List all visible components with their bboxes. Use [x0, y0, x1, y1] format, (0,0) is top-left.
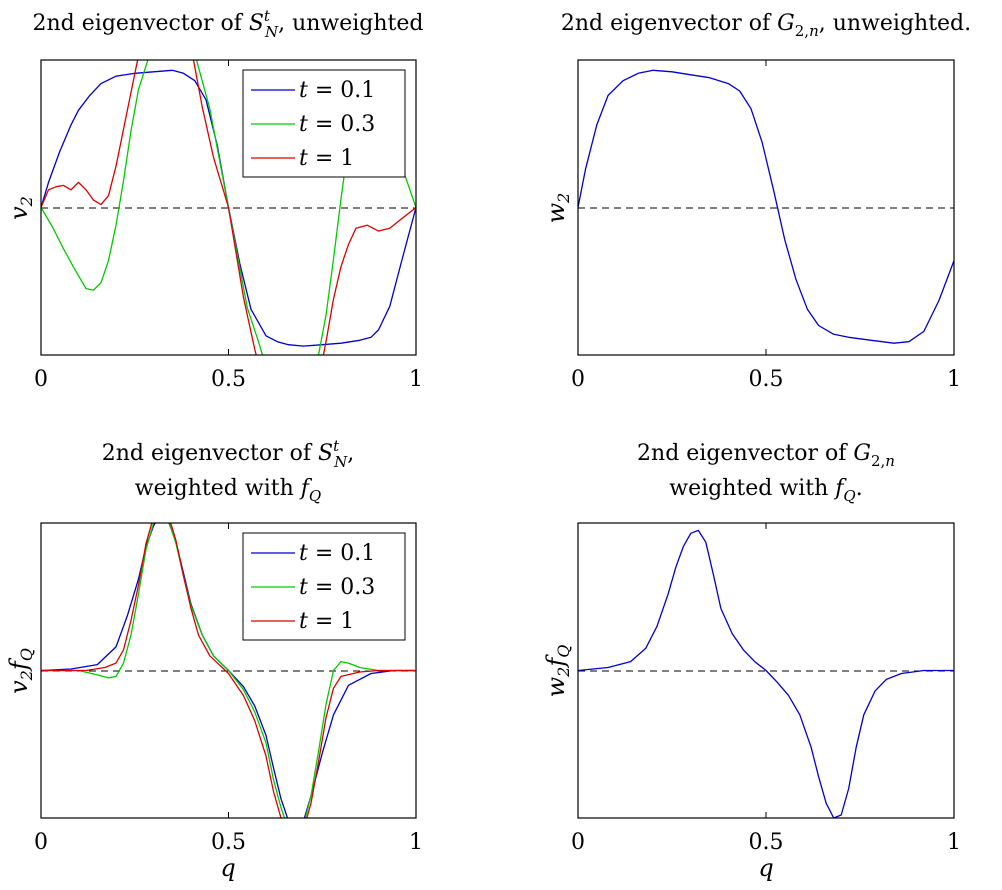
x-tick-label: 0.5 [749, 367, 784, 392]
y-axis-label: v2 [5, 196, 36, 220]
y-axis-label: w2 [542, 193, 573, 224]
x-tick-label: 1 [947, 367, 961, 392]
chart-title-line: weighted with fQ [135, 476, 321, 505]
legend: t = 0.1 t = 0.3 t = 1 [242, 69, 406, 178]
x-tick-label: 1 [409, 367, 423, 392]
chart-title: 2nd eigenvector of St N, unweighted [33, 7, 424, 41]
panel-bottom-right: 2nd eigenvector of G2,n weighted with fQ… [542, 441, 961, 882]
x-tick-label: 0 [571, 830, 585, 855]
legend-entry: t = 1 [299, 146, 354, 171]
x-tick-label: 1 [409, 830, 423, 855]
legend-entry: t = 0.3 [299, 112, 375, 137]
chart-title-line: 2nd eigenvector of G2,n [637, 441, 895, 470]
series-line [41, 523, 416, 818]
x-tick-label: 0 [34, 367, 48, 392]
chart-title-line: weighted with fQ. [669, 476, 862, 505]
plot-frame [577, 59, 955, 356]
y-axis-label: w2fQ [542, 645, 573, 698]
series-line [41, 60, 416, 355]
x-axis-label: q [220, 854, 235, 882]
panel-top-left: 2nd eigenvector of St N, unweighted v2 0 0… [5, 7, 424, 392]
x-tick-label: 0.5 [211, 830, 246, 855]
x-tick-label: 1 [947, 830, 961, 855]
x-tick-label: 0 [571, 367, 585, 392]
x-tick-label: 0.5 [211, 367, 246, 392]
series-line [578, 69, 954, 344]
chart-title-line: 2nd eigenvector of St N, [102, 437, 355, 471]
y-axis-label: v2fQ [5, 648, 36, 694]
x-axis-label: q [758, 854, 773, 882]
panel-top-right: 2nd eigenvector of G2,n, unweighted. w2 … [542, 11, 971, 392]
series-line [41, 523, 416, 818]
legend: t = 0.1 t = 0.3 t = 1 [242, 532, 406, 641]
series-line [578, 529, 954, 818]
chart-title: 2nd eigenvector of G2,n, unweighted. [561, 11, 971, 40]
legend-entry: t = 1 [299, 609, 354, 634]
legend-entry: t = 0.1 [299, 541, 375, 566]
x-tick-label: 0 [34, 830, 48, 855]
x-tick-label: 0.5 [749, 830, 784, 855]
legend-entry: t = 0.1 [299, 78, 375, 103]
panel-bottom-left: 2nd eigenvector of St N, weighted with fQ… [5, 437, 423, 882]
legend-entry: t = 0.3 [299, 575, 375, 600]
